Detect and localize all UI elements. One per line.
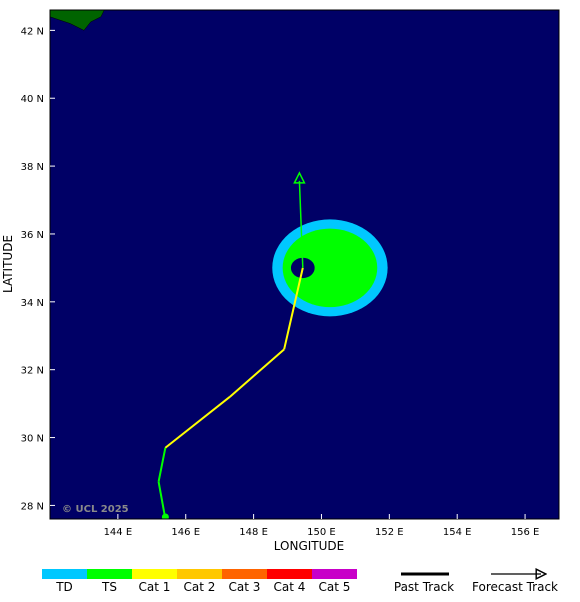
track-layer bbox=[157, 171, 306, 519]
lon-tick-label: 148 E bbox=[239, 527, 268, 538]
land-mass bbox=[50, 10, 105, 31]
legend-category-label: Cat 1 bbox=[139, 580, 171, 594]
lon-tick-label: 156 E bbox=[511, 527, 540, 538]
past-track-segment bbox=[157, 447, 167, 482]
lat-tick-label: 34 N bbox=[21, 298, 44, 309]
intensity-legend: TD TS Cat 1 Cat 2 Cat 3 Cat 4 Cat 5 bbox=[42, 569, 357, 594]
legend-swatch bbox=[222, 569, 267, 579]
legend-category-label: Cat 5 bbox=[319, 580, 351, 594]
x-axis-title: LONGITUDE bbox=[274, 539, 344, 553]
lon-tick-label: 154 E bbox=[443, 527, 472, 538]
y-axis-title: LATITUDE bbox=[1, 235, 15, 293]
legend-category-label: TS bbox=[101, 580, 117, 594]
legend-swatch bbox=[267, 569, 312, 579]
track-start-point bbox=[161, 513, 169, 519]
ts-wind-field bbox=[282, 228, 378, 308]
past-track-segment bbox=[283, 267, 304, 350]
lat-tick-label: 36 N bbox=[21, 230, 44, 241]
lat-tick-label: 42 N bbox=[21, 26, 44, 37]
legend-category-label: Cat 4 bbox=[274, 580, 306, 594]
lat-tick-label: 38 N bbox=[21, 162, 44, 173]
past-track-label: Past Track bbox=[394, 580, 454, 594]
forecast-track-label: Forecast Track bbox=[472, 580, 558, 594]
legend-category-label: Cat 3 bbox=[229, 580, 261, 594]
lat-tick-label: 40 N bbox=[21, 94, 44, 105]
lat-tick-label: 32 N bbox=[21, 366, 44, 377]
lat-tick-label: 30 N bbox=[21, 434, 44, 445]
legend-swatch bbox=[132, 569, 177, 579]
plot-frame bbox=[49, 9, 560, 520]
legend-category-label: TD bbox=[55, 580, 73, 594]
past-track-segment bbox=[157, 481, 167, 519]
legend-category-label: Cat 2 bbox=[184, 580, 216, 594]
copyright-text: © UCL 2025 bbox=[62, 504, 129, 515]
legend-swatch bbox=[177, 569, 222, 579]
lon-tick-label: 146 E bbox=[171, 527, 200, 538]
longitude-ticks: 144 E 146 E 148 E 150 E 152 E 154 E 156 E bbox=[104, 514, 540, 538]
forecast-track-line bbox=[298, 180, 304, 268]
legend-swatch bbox=[42, 569, 87, 579]
plot-area: © UCL 2025 bbox=[50, 10, 388, 519]
forecast-arrowhead bbox=[293, 171, 306, 184]
past-track-segment bbox=[164, 396, 231, 449]
lat-tick-label: 28 N bbox=[21, 501, 44, 512]
lon-tick-label: 152 E bbox=[375, 527, 404, 538]
legend-swatch bbox=[87, 569, 132, 579]
lon-tick-label: 150 E bbox=[307, 527, 336, 538]
legend-swatch bbox=[312, 569, 357, 579]
lon-tick-label: 144 E bbox=[104, 527, 133, 538]
latitude-ticks: 28 N 30 N 32 N 34 N 36 N 38 N 40 N 42 N bbox=[21, 26, 55, 512]
past-track-segment bbox=[229, 348, 285, 398]
